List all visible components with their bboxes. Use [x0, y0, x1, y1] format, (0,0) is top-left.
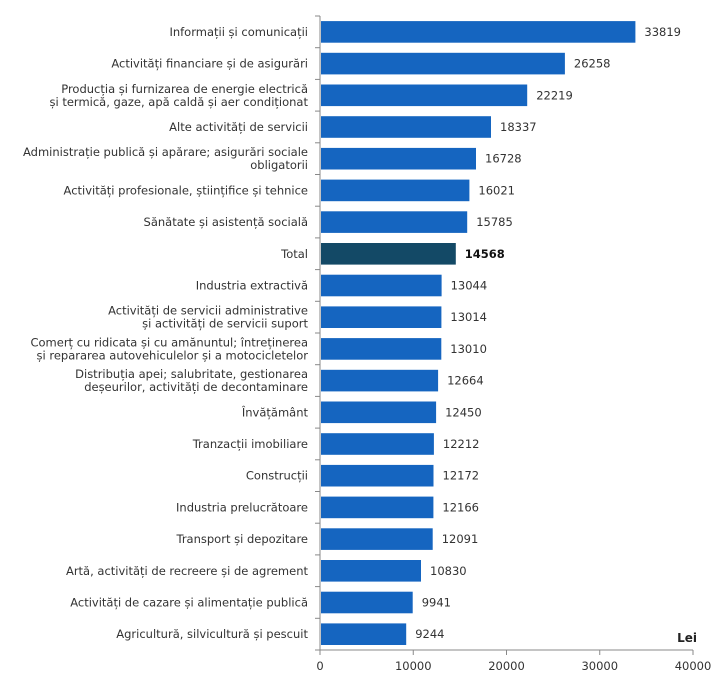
bar [321, 338, 442, 360]
value-label: 12166 [442, 500, 479, 514]
x-tick-label: 20000 [488, 659, 525, 673]
bar [321, 560, 421, 582]
value-label: 13014 [450, 310, 487, 324]
bar-total [321, 243, 456, 265]
category-label: Total [280, 247, 308, 261]
bar [321, 179, 470, 202]
category-label: Tranzacții imobiliare [192, 437, 308, 451]
value-label: 12450 [445, 405, 482, 419]
value-label: 22219 [536, 88, 573, 102]
value-label: 26258 [574, 57, 611, 71]
category-label: Transport și depozitare [175, 532, 308, 546]
category-label: Industria prelucrătoare [176, 500, 308, 514]
category-label: Agricultură, silvicultură și pescuit [116, 627, 308, 641]
bars-group [315, 15, 636, 651]
category-label: Comerț cu ridicata și cu amănuntul; într… [30, 335, 308, 362]
axes [319, 16, 693, 651]
bar [321, 306, 442, 328]
value-label: 16728 [485, 152, 522, 166]
category-label: Sănătate și asistență socială [144, 215, 308, 229]
value-label: 12212 [443, 437, 480, 451]
category-label: Producția și furnizarea de energie elect… [50, 82, 309, 109]
value-label: 14568 [465, 247, 505, 261]
category-label: Construcții [246, 469, 308, 483]
category-label: Activități de servicii administrative și … [108, 304, 308, 331]
x-ticks: 0 10000 20000 30000 40000 [316, 650, 711, 673]
category-label: Administrație publică și apărare; asigur… [23, 145, 308, 172]
bar [321, 528, 433, 550]
category-label: Activități profesionale, științifice și … [64, 183, 308, 197]
value-label: 16021 [478, 183, 515, 197]
value-label: 12091 [442, 532, 479, 546]
category-label: Activități de cazare și alimentație publ… [70, 595, 308, 609]
value-labels: 33819 26258 22219 18337 16728 16021 15785 14568… [415, 25, 681, 641]
x-axis-unit-label: Lei [677, 631, 697, 645]
bar [321, 116, 491, 138]
bar [321, 52, 565, 75]
bar [321, 464, 434, 487]
bar [321, 274, 442, 297]
category-label: Industria extractivă [196, 278, 308, 292]
bar [321, 211, 468, 233]
category-label: Informații și comunicații [169, 25, 308, 39]
value-label: 33819 [644, 25, 681, 39]
value-label: 12172 [443, 469, 480, 483]
bar [321, 496, 434, 519]
value-label: 18337 [500, 120, 537, 134]
value-label: 13044 [451, 278, 488, 292]
bar [321, 433, 434, 455]
x-tick-label: 40000 [675, 659, 712, 673]
value-label: 15785 [476, 215, 513, 229]
category-label: Artă, activități de recreere și de agrem… [66, 564, 309, 578]
x-tick-label: 0 [316, 659, 323, 673]
bar [321, 21, 636, 43]
bar [321, 147, 476, 170]
value-label: 13010 [450, 342, 487, 356]
category-label: Activități financiare și de asigurări [111, 57, 308, 71]
x-tick-label: 30000 [581, 659, 618, 673]
category-label: Distribuția apei; salubritate, gestionar… [75, 367, 308, 394]
category-label: Alte activități de servicii [169, 120, 308, 134]
value-label: 9941 [422, 595, 451, 609]
category-label: Învățământ [241, 404, 309, 419]
x-tick-label: 10000 [395, 659, 432, 673]
bar [321, 623, 407, 645]
category-labels: Informații și comunicații Activități fina… [23, 25, 308, 641]
bar [321, 591, 413, 614]
bar [321, 84, 528, 107]
value-label: 10830 [430, 564, 467, 578]
value-label: 12664 [447, 374, 484, 388]
bar [321, 401, 437, 424]
value-label: 9244 [415, 627, 444, 641]
bar [321, 369, 439, 392]
